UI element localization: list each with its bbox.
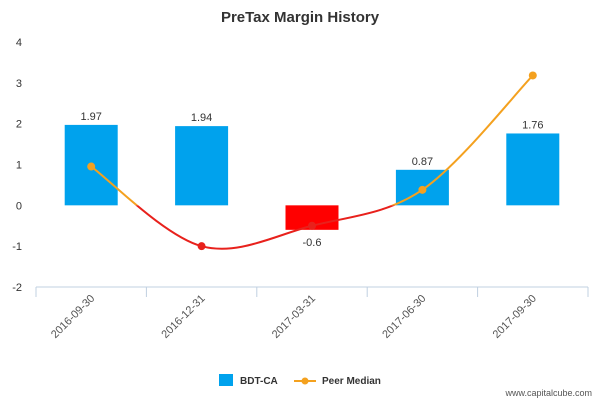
data-label-2017-06-30: 0.87 [412, 156, 433, 168]
peer-median-point-2017-06-30 [418, 185, 427, 194]
data-label-2017-03-31: -0.6 [303, 237, 322, 249]
peer-median-point-2016-12-31 [197, 242, 206, 251]
y-axis: -2 -1 0 1 2 3 4 [12, 37, 22, 294]
data-label-2016-12-31: 1.94 [191, 112, 212, 124]
bar-series [64, 124, 560, 230]
legend-label-peer-median: Peer Median [322, 376, 381, 387]
y-tick-label: 2 [16, 119, 22, 131]
y-tick-label: 4 [16, 37, 22, 49]
x-tick-label-2017-06-30: 2017-06-30 [380, 293, 428, 341]
bar-2017-09-30 [506, 133, 560, 206]
y-tick-label: -1 [12, 241, 22, 253]
y-tick-label: -2 [12, 282, 22, 294]
data-label-2016-09-30: 1.97 [80, 111, 101, 123]
line-series [87, 71, 537, 251]
data-labels: 1.97 1.94 -0.6 0.87 1.76 [80, 111, 543, 249]
credit-text: www.capitalcube.com [504, 388, 592, 398]
peer-median-point-2017-09-30 [528, 71, 537, 80]
data-label-2017-09-30: 1.76 [522, 119, 543, 131]
y-tick-label: 3 [16, 78, 22, 90]
legend: BDT-CA Peer Median [219, 374, 381, 387]
peer-median-point-2017-03-31 [308, 221, 316, 230]
x-tick-label-2016-09-30: 2016-09-30 [49, 293, 97, 341]
legend-marker-peer-median [301, 377, 309, 385]
x-tick-label-2016-12-31: 2016-12-31 [159, 293, 207, 341]
peer-median-line-above-zero [90, 74, 534, 206]
legend-label-bdt-ca: BDT-CA [240, 376, 278, 387]
bar-2016-12-31 [175, 126, 229, 206]
legend-swatch-bdt-ca [219, 374, 233, 386]
x-tick-label-2017-03-31: 2017-03-31 [270, 293, 318, 341]
peer-median-point-2016-09-30 [87, 162, 96, 171]
chart-title: PreTax Margin History [221, 9, 380, 26]
x-axis: 2016-09-30 2016-12-31 2017-03-31 2017-06-30… [35, 286, 589, 341]
x-tick-label-2017-09-30: 2017-09-30 [491, 293, 539, 341]
y-tick-label: 0 [16, 200, 22, 212]
y-tick-label: 1 [16, 160, 22, 172]
